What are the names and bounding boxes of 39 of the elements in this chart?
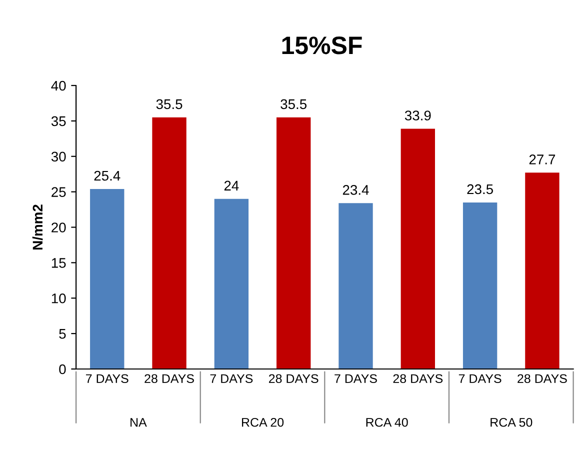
bar	[90, 188, 124, 369]
x-tick-label: 28 DAYS	[268, 374, 318, 384]
bar	[338, 203, 373, 369]
y-tick-label: 0	[59, 364, 66, 374]
x-tick-label: 7 DAYS	[210, 374, 253, 384]
text: RCA 20	[242, 418, 284, 427]
bar	[214, 198, 249, 369]
y-tick-label: 40	[51, 80, 66, 91]
x-tick-label: 7 DAYS	[334, 374, 377, 384]
y-tick-label: 15	[52, 258, 66, 268]
text: RCA 40	[366, 418, 408, 427]
bar	[462, 202, 498, 369]
data-label: 23.5	[467, 184, 493, 194]
data-label: 27.7	[529, 154, 556, 164]
data-label: 35.5	[280, 99, 307, 110]
x-tick-label: 28 DAYS	[144, 374, 194, 384]
data-label: 24	[224, 180, 239, 190]
data-label: 33.9	[404, 110, 431, 120]
bar	[152, 117, 186, 369]
text: RCA 50	[490, 418, 532, 427]
chart-title: 15%SF	[282, 36, 362, 54]
data-label: 35.5	[156, 99, 182, 110]
x-tick-label: 7 DAYS	[458, 374, 502, 384]
x-tick-label: 7 DAYS	[86, 374, 128, 384]
data-label: 23.4	[342, 185, 369, 195]
text: NA	[130, 418, 147, 427]
bar	[525, 172, 560, 369]
bar	[400, 128, 435, 369]
y-tick-label: 20	[52, 222, 66, 232]
y-tick-label: 25	[52, 187, 66, 197]
y-tick-label: 35	[51, 116, 66, 126]
data-label: 25.4	[94, 170, 120, 181]
bar	[276, 117, 311, 369]
y-tick-label: 30	[51, 152, 66, 162]
y-tick-label: 10	[52, 293, 66, 304]
y-tick-label: 5	[59, 329, 66, 339]
y-axis-title: N/mm2	[32, 204, 43, 250]
x-tick-label: 28 DAYS	[518, 374, 567, 384]
x-tick-label: 28 DAYS	[393, 374, 443, 384]
